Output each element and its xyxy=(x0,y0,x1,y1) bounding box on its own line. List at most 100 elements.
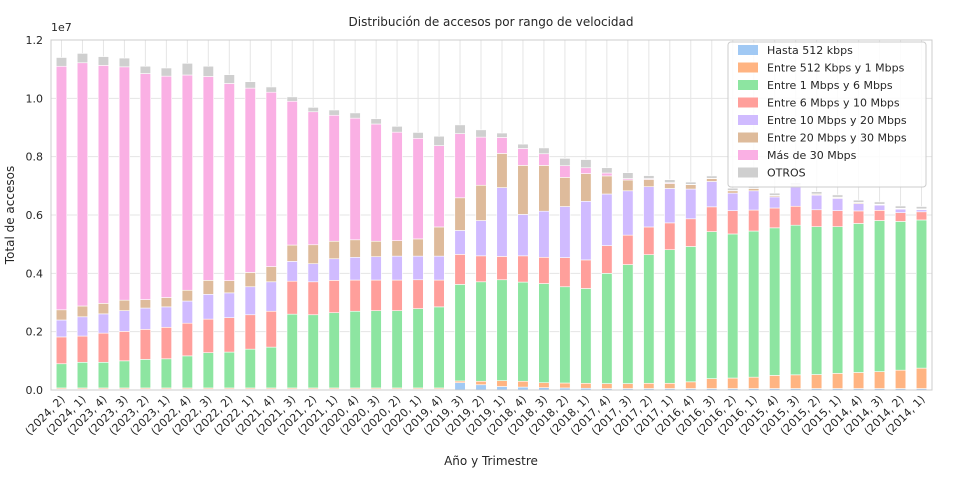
bar-segment xyxy=(139,359,151,389)
bar-segment xyxy=(580,159,592,169)
bar-segment xyxy=(412,137,424,240)
bar-segment xyxy=(454,230,466,255)
bar-segment xyxy=(832,210,844,227)
bar-segment xyxy=(538,147,550,155)
bar-segment xyxy=(181,300,193,324)
bar-segment xyxy=(727,190,739,194)
bar-segment xyxy=(223,83,235,281)
bar-segment xyxy=(76,53,89,64)
legend-swatch xyxy=(738,97,758,108)
bar-segment xyxy=(643,254,655,384)
bar-segment xyxy=(202,318,214,353)
bar-segment xyxy=(118,57,130,68)
bar-segment xyxy=(181,74,193,291)
bar-segment xyxy=(76,305,89,318)
bar-segment xyxy=(475,136,487,186)
bar-segment xyxy=(475,129,487,138)
bar-segment xyxy=(433,306,445,389)
bar-segment xyxy=(160,75,172,298)
bar-segment xyxy=(580,167,592,174)
bar-segment xyxy=(496,137,508,154)
bar-segment xyxy=(475,281,487,382)
bar-segment xyxy=(349,279,361,312)
bar-segment xyxy=(139,73,151,300)
bar-segment xyxy=(97,56,109,66)
bar-segment xyxy=(915,211,928,221)
bar-segment xyxy=(76,62,89,307)
bar-segment xyxy=(265,91,277,267)
bar-segment xyxy=(391,279,403,311)
bar-segment xyxy=(580,259,592,289)
bar-segment xyxy=(559,382,571,389)
bar-segment xyxy=(202,280,214,295)
bar-segment xyxy=(643,179,655,188)
bar-segment xyxy=(160,297,172,308)
bar-segment xyxy=(517,165,529,215)
bar-segment xyxy=(391,310,403,389)
bar-segment xyxy=(328,312,340,389)
bar-segment xyxy=(454,284,466,382)
bar-segment xyxy=(874,201,886,205)
bar-segment xyxy=(643,186,655,228)
bar-segment xyxy=(181,63,193,76)
bar-segment xyxy=(559,165,571,178)
bar-segment xyxy=(370,279,382,311)
bar-segment xyxy=(790,205,802,226)
bar-segment xyxy=(349,117,361,241)
bar-segment xyxy=(76,316,89,337)
bar-segment xyxy=(118,331,130,362)
bar-segment xyxy=(55,319,68,338)
bar-segment xyxy=(832,226,844,374)
y-tick-label: 0.0 xyxy=(26,384,44,397)
bar-segment xyxy=(118,310,130,332)
bar-segment xyxy=(538,382,550,388)
bar-segment xyxy=(894,221,907,371)
bar-segment xyxy=(244,272,256,288)
bar-segment xyxy=(160,358,172,389)
legend-swatch xyxy=(738,150,758,160)
bar-segment xyxy=(706,175,718,179)
bar-segment xyxy=(853,203,865,212)
bar-segment xyxy=(769,192,781,196)
bar-segment xyxy=(349,112,361,119)
bar-segment xyxy=(853,199,865,203)
bar-segment xyxy=(349,239,361,258)
bar-segment xyxy=(601,245,613,274)
bar-segment xyxy=(139,329,151,360)
bar-segment xyxy=(727,192,739,211)
bar-segment xyxy=(181,322,193,357)
bar-segment xyxy=(475,220,487,257)
bar-segment xyxy=(223,280,235,294)
bar-segment xyxy=(664,188,676,224)
bar-segment xyxy=(853,223,865,373)
bar-segment xyxy=(496,187,508,257)
bar-segment xyxy=(874,371,886,389)
bar-segment xyxy=(538,210,550,258)
bar-segment xyxy=(118,299,130,311)
bar-segment xyxy=(76,361,89,389)
bar-segment xyxy=(265,86,277,93)
bar-segment xyxy=(244,87,256,273)
bar-segment xyxy=(517,148,529,166)
bar-segment xyxy=(223,351,235,389)
bar-segment xyxy=(915,219,928,369)
bar-segment xyxy=(55,336,68,365)
bar-segment xyxy=(496,279,508,381)
bar-segment xyxy=(790,374,802,389)
bar-segment xyxy=(391,255,403,281)
bar-segment xyxy=(559,257,571,288)
bar-segment xyxy=(748,376,760,389)
bar-segment xyxy=(181,289,193,302)
bar-segment xyxy=(874,210,886,221)
bar-segment xyxy=(412,238,424,257)
bar-segment xyxy=(601,193,613,246)
legend-swatch xyxy=(738,45,758,55)
bar-segment xyxy=(55,363,68,389)
bar-segment xyxy=(811,191,823,195)
bar-segment xyxy=(286,313,298,389)
bar-segment xyxy=(370,256,382,281)
bar-segment xyxy=(915,209,928,213)
y-tick-label: 0.8 xyxy=(26,151,44,164)
legend-label: OTROS xyxy=(767,167,806,180)
bar-segment xyxy=(643,175,655,179)
